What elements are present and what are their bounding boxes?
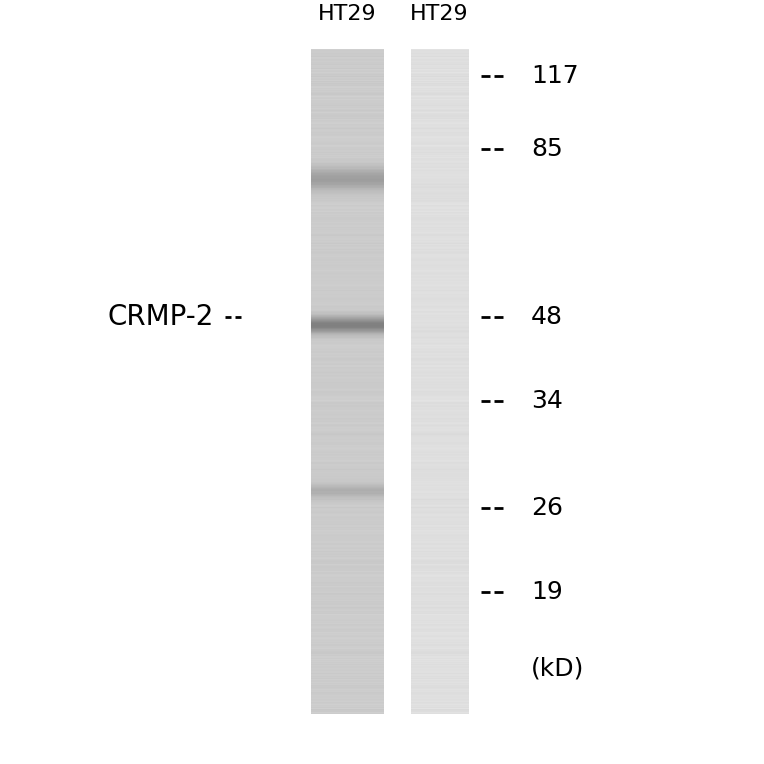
Text: 48: 48 xyxy=(531,305,563,329)
Text: HT29: HT29 xyxy=(319,5,377,24)
Text: 19: 19 xyxy=(531,580,563,604)
Text: (kD): (kD) xyxy=(531,656,584,681)
Text: 26: 26 xyxy=(531,496,563,520)
Text: CRMP-2: CRMP-2 xyxy=(108,303,214,331)
Text: 34: 34 xyxy=(531,389,563,413)
Text: 85: 85 xyxy=(531,137,563,161)
Text: HT29: HT29 xyxy=(410,5,468,24)
Text: 117: 117 xyxy=(531,64,578,89)
